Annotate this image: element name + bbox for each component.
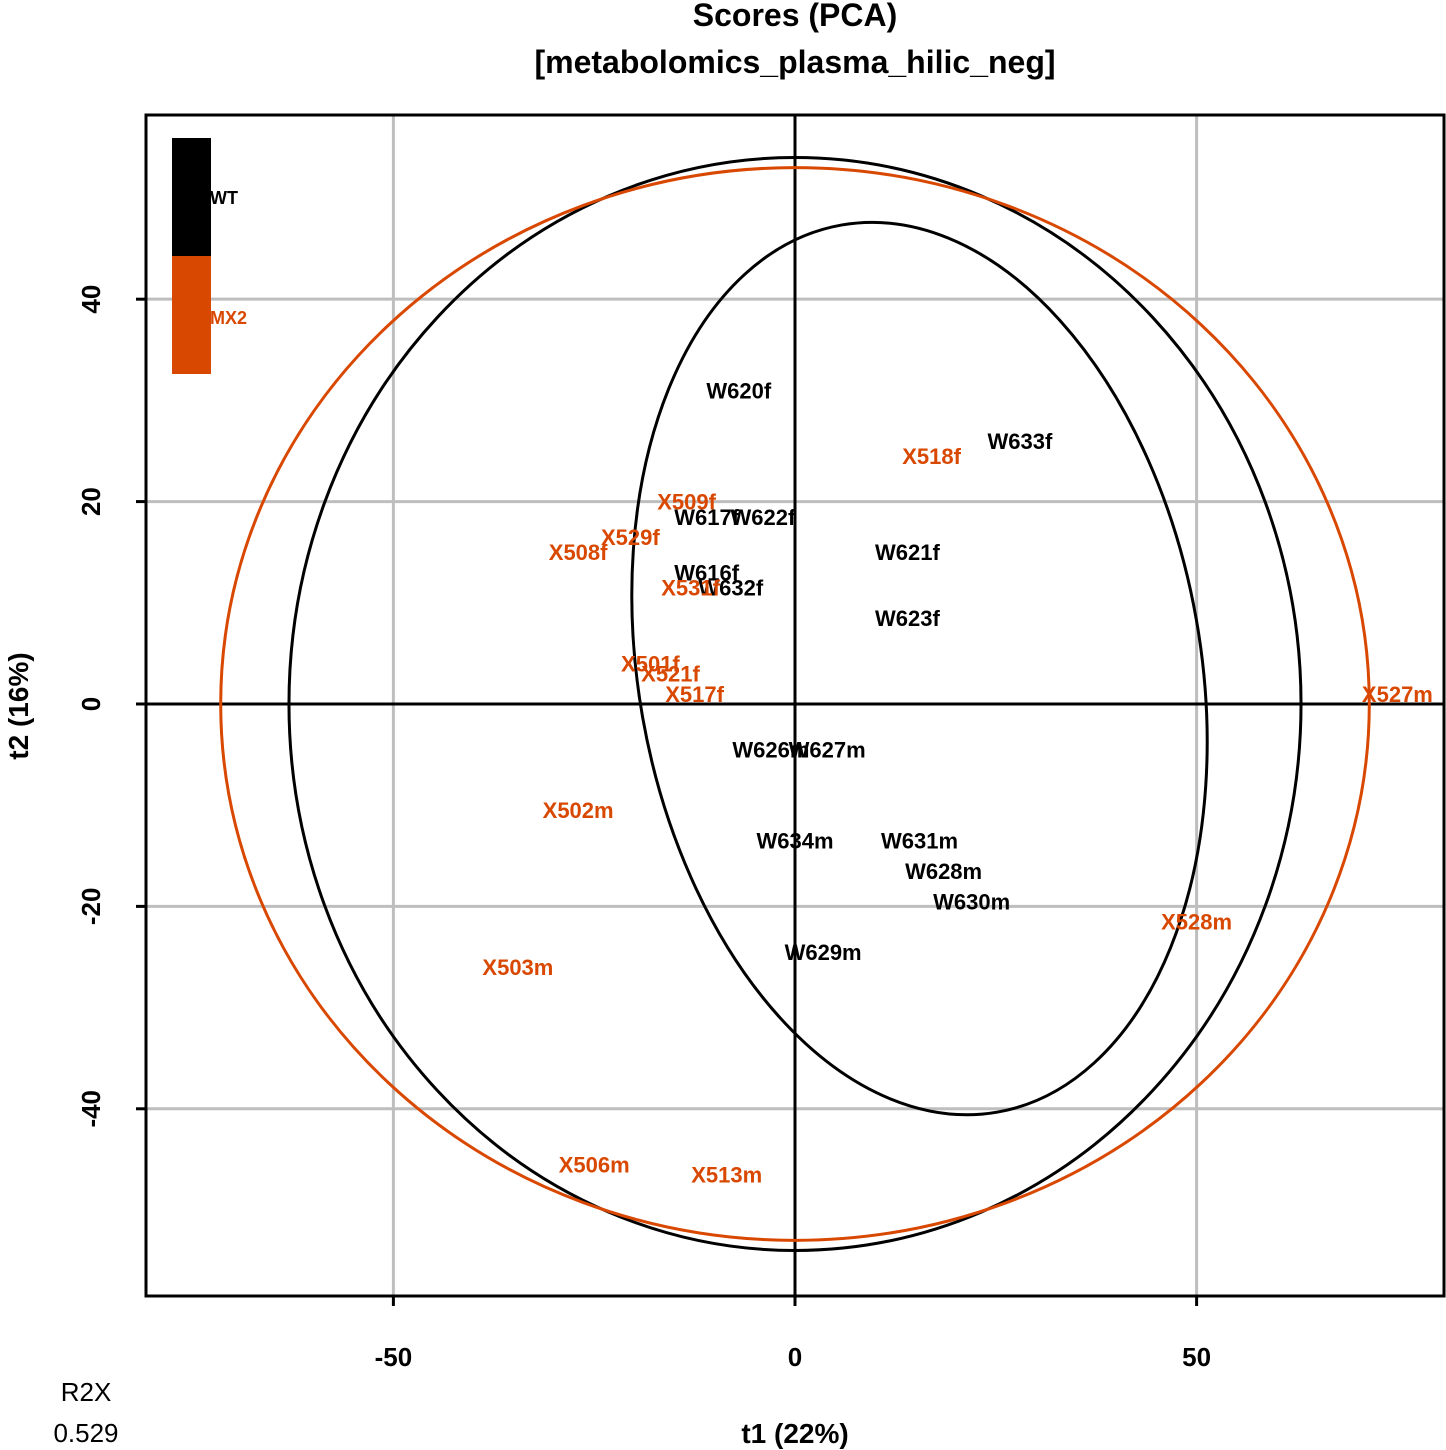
point-x528m: X528m: [1161, 910, 1232, 935]
chart-title: Scores (PCA): [693, 0, 898, 33]
x-axis-label: t1 (22%): [741, 1418, 848, 1449]
point-w623f: W623f: [875, 606, 940, 631]
point-w632f: W632f: [698, 576, 763, 601]
point-w622f: W622f: [730, 505, 795, 530]
tick-marks: -50 0 50 -40 -20 0 20 40: [76, 285, 1211, 1372]
point-x508f: X508f: [549, 540, 608, 565]
point-x501f: X501f: [621, 652, 680, 677]
point-w629m: W629m: [785, 940, 862, 965]
legend: WT MX2: [172, 138, 247, 374]
point-x529f: X529f: [601, 525, 660, 550]
y-tick-label: 20: [76, 487, 106, 516]
point-x518f: X518f: [902, 444, 961, 469]
point-x506m: X506m: [559, 1152, 630, 1177]
x-tick-label: 0: [788, 1342, 802, 1372]
ellipse-wt: [630, 220, 1209, 1117]
point-w620f: W620f: [706, 378, 771, 403]
legend-label-wt: WT: [210, 188, 238, 208]
legend-swatch-wt: [172, 138, 211, 256]
point-x513m: X513m: [691, 1163, 762, 1188]
chart-subtitle: [metabolomics_plasma_hilic_neg]: [534, 44, 1055, 80]
point-w626m: W626m: [732, 738, 809, 763]
y-tick-label: -40: [76, 1090, 106, 1128]
point-w634m: W634m: [756, 829, 833, 854]
point-x503m: X503m: [482, 955, 553, 980]
r2x-value: 0.529: [53, 1418, 119, 1448]
point-w616f: W616f: [674, 560, 739, 585]
point-w633f: W633f: [988, 429, 1053, 454]
point-w627m: W627m: [789, 738, 866, 763]
point-w630m: W630m: [933, 889, 1010, 914]
ellipse-mx2: [219, 166, 1371, 1242]
zero-axes: [146, 115, 1444, 1296]
point-x521f: X521f: [641, 662, 700, 687]
x-tick-label: 50: [1182, 1342, 1211, 1372]
point-x509f: X509f: [657, 490, 716, 515]
y-tick-label: 0: [76, 697, 106, 711]
point-w621f: W621f: [875, 540, 940, 565]
point-w628m: W628m: [905, 859, 982, 884]
y-tick-label: 40: [76, 285, 106, 314]
confidence-ellipses: [219, 156, 1371, 1252]
point-w631m: W631m: [881, 829, 958, 854]
point-x517f: X517f: [665, 682, 724, 707]
ellipse-wt: [287, 156, 1303, 1252]
x-tick-label: -50: [375, 1342, 413, 1372]
point-x502m: X502m: [543, 798, 614, 823]
point-w617f: W617f: [674, 505, 739, 530]
legend-swatch-mx2: [172, 256, 211, 374]
r2x-label: R2X: [60, 1377, 112, 1407]
legend-label-mx2: MX2: [210, 308, 247, 328]
y-tick-label: -20: [76, 888, 106, 926]
point-x531f: X531f: [661, 576, 720, 601]
point-x527m: X527m: [1362, 682, 1433, 707]
y-axis-label: t2 (16%): [3, 652, 34, 759]
